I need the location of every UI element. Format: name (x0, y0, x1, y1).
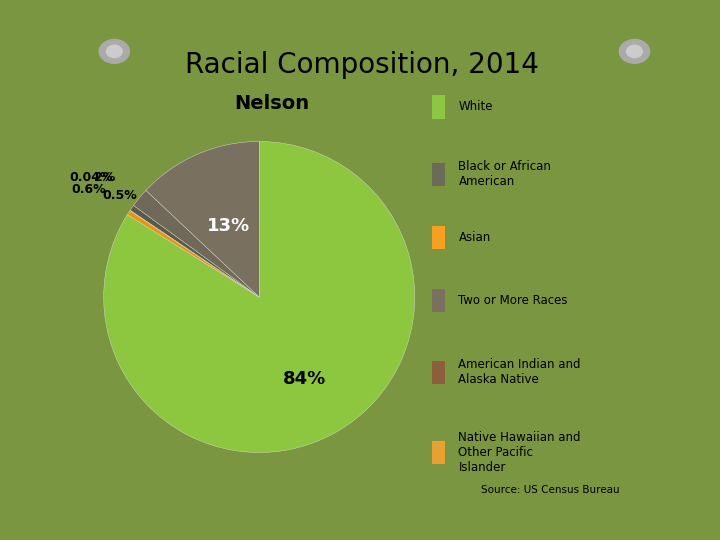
Circle shape (107, 45, 122, 58)
Wedge shape (146, 141, 259, 297)
Text: White: White (459, 100, 493, 113)
Text: 84%: 84% (283, 369, 326, 388)
Text: 0.04%: 0.04% (70, 171, 113, 184)
Wedge shape (130, 210, 259, 297)
Bar (432, 361, 445, 384)
Text: Two or More Races: Two or More Races (459, 294, 568, 307)
Text: American Indian and
Alaska Native: American Indian and Alaska Native (459, 358, 581, 386)
Text: Native Hawaiian and
Other Pacific
Islander: Native Hawaiian and Other Pacific Island… (459, 431, 581, 474)
Wedge shape (127, 211, 259, 297)
Circle shape (626, 45, 642, 58)
Bar (432, 96, 445, 118)
Circle shape (619, 39, 649, 63)
Text: 0.5%: 0.5% (102, 189, 138, 202)
Text: Source: US Census Bureau: Source: US Census Bureau (482, 485, 620, 495)
Text: Nelson: Nelson (234, 94, 309, 113)
Bar (432, 441, 445, 464)
Wedge shape (130, 205, 259, 297)
Bar (432, 163, 445, 186)
Wedge shape (133, 191, 259, 297)
Text: Asian: Asian (459, 231, 491, 244)
Bar (432, 226, 445, 249)
Wedge shape (104, 141, 415, 453)
Text: 2%: 2% (94, 171, 115, 184)
Text: 0.6%: 0.6% (72, 184, 107, 197)
Text: Black or African
American: Black or African American (459, 160, 552, 188)
Text: 13%: 13% (207, 217, 250, 234)
Text: Racial Composition, 2014: Racial Composition, 2014 (185, 51, 539, 79)
Circle shape (99, 39, 130, 63)
Bar (432, 289, 445, 312)
